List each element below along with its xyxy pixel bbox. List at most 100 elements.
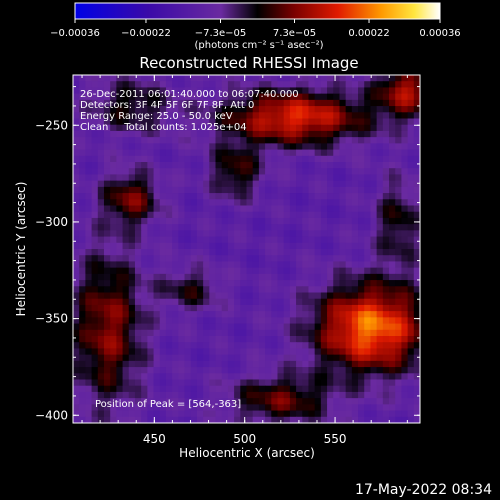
- heatmap-cell: [395, 298, 402, 306]
- heatmap-cell: [172, 174, 179, 182]
- heatmap-cell: [277, 398, 285, 405]
- heatmap-cell: [128, 193, 136, 200]
- heatmap-cell: [85, 261, 92, 269]
- heatmap-cell: [178, 267, 185, 275]
- heatmap-cell: [407, 273, 415, 281]
- heatmap-cell: [252, 236, 260, 244]
- heatmap-cell: [147, 398, 154, 405]
- heatmap-cell: [407, 360, 415, 368]
- heatmap-cell: [116, 99, 123, 107]
- heatmap-cell: [141, 304, 148, 312]
- heatmap-cell: [358, 410, 365, 418]
- heatmap-cell: [234, 186, 241, 194]
- heatmap-cell: [147, 373, 154, 380]
- heatmap-cell: [289, 286, 297, 293]
- heatmap-cell: [407, 81, 415, 88]
- heatmap-cell: [196, 81, 204, 88]
- heatmap-cell: [147, 317, 154, 324]
- heatmap-cell: [196, 112, 204, 119]
- heatmap-cell: [227, 373, 235, 380]
- heatmap-cell: [209, 93, 216, 101]
- heatmap-cell: [165, 391, 173, 399]
- heatmap-cell: [401, 162, 409, 169]
- heatmap-cell: [203, 168, 210, 175]
- heatmap-cell: [134, 168, 142, 175]
- heatmap-cell: [277, 174, 285, 182]
- heatmap-cell: [271, 391, 278, 399]
- heatmap-cell: [364, 217, 371, 225]
- heatmap-cell: [184, 230, 192, 237]
- heatmap-cell: [184, 249, 192, 256]
- heatmap-cell: [271, 317, 278, 324]
- heatmap-cell: [215, 273, 223, 281]
- heatmap-cell: [389, 180, 396, 188]
- heatmap-cell: [165, 410, 173, 418]
- heatmap-cell: [184, 242, 192, 250]
- heatmap-cell: [172, 87, 179, 95]
- heatmap-cell: [234, 230, 241, 237]
- heatmap-cell: [190, 348, 198, 356]
- heatmap-cell: [407, 118, 415, 126]
- heatmap-cell: [110, 217, 117, 225]
- heatmap-cell: [370, 211, 378, 219]
- heatmap-cell: [277, 404, 285, 411]
- heatmap-cell: [246, 162, 254, 169]
- heatmap-cell: [401, 87, 409, 95]
- heatmap-cell: [153, 273, 161, 281]
- heatmap-cell: [85, 348, 92, 356]
- heatmap-cell: [85, 404, 92, 411]
- heatmap-cell: [345, 391, 353, 399]
- heatmap-cell: [134, 180, 142, 188]
- heatmap-cell: [327, 348, 334, 356]
- heatmap-cell: [221, 323, 229, 331]
- heatmap-cell: [358, 261, 365, 269]
- heatmap-cell: [91, 180, 99, 188]
- heatmap-cell: [327, 112, 334, 119]
- heatmap-cell: [358, 273, 365, 281]
- heatmap-cell: [240, 304, 247, 312]
- heatmap-cell: [147, 298, 154, 306]
- heatmap-cell: [178, 280, 185, 287]
- heatmap-cell: [159, 106, 167, 113]
- heatmap-cell: [190, 180, 198, 188]
- heatmap-cell: [79, 230, 86, 237]
- heatmap-cell: [339, 255, 347, 262]
- heatmap-cell: [401, 286, 409, 293]
- heatmap-cell: [314, 180, 322, 188]
- heatmap-cell: [215, 81, 223, 88]
- heatmap-cell: [110, 385, 117, 393]
- heatmap-cell: [265, 193, 272, 200]
- heatmap-cell: [110, 379, 117, 387]
- heatmap-cell: [221, 280, 229, 287]
- heatmap-cell: [265, 93, 272, 101]
- heatmap-cell: [395, 354, 402, 362]
- heatmap-cell: [345, 398, 353, 405]
- heatmap-cell: [252, 404, 260, 411]
- heatmap-cell: [172, 342, 179, 349]
- heatmap-cell: [389, 124, 396, 132]
- heatmap-cell: [122, 336, 130, 343]
- heatmap-cell: [407, 280, 415, 287]
- heatmap-cell: [122, 373, 130, 380]
- heatmap-cell: [407, 186, 415, 194]
- heatmap-cell: [382, 162, 390, 169]
- heatmap-cell: [271, 236, 278, 244]
- heatmap-cell: [147, 137, 154, 144]
- heatmap-cell: [184, 149, 192, 157]
- heatmap-cell: [91, 211, 99, 219]
- heatmap-cell: [382, 348, 390, 356]
- heatmap-cell: [165, 385, 173, 393]
- heatmap-cell: [178, 162, 185, 169]
- heatmap-cell: [370, 304, 378, 312]
- heatmap-cell: [308, 323, 316, 331]
- heatmap-cell: [333, 230, 340, 237]
- heatmap-cell: [141, 112, 148, 119]
- heatmap-cell: [376, 199, 384, 206]
- heatmap-cell: [308, 224, 316, 231]
- heatmap-cell: [296, 137, 303, 144]
- heatmap-cell: [382, 317, 390, 324]
- heatmap-cell: [153, 137, 161, 144]
- heatmap-cell: [364, 155, 371, 163]
- heatmap-cell: [141, 75, 148, 82]
- heatmap-cell: [296, 286, 303, 293]
